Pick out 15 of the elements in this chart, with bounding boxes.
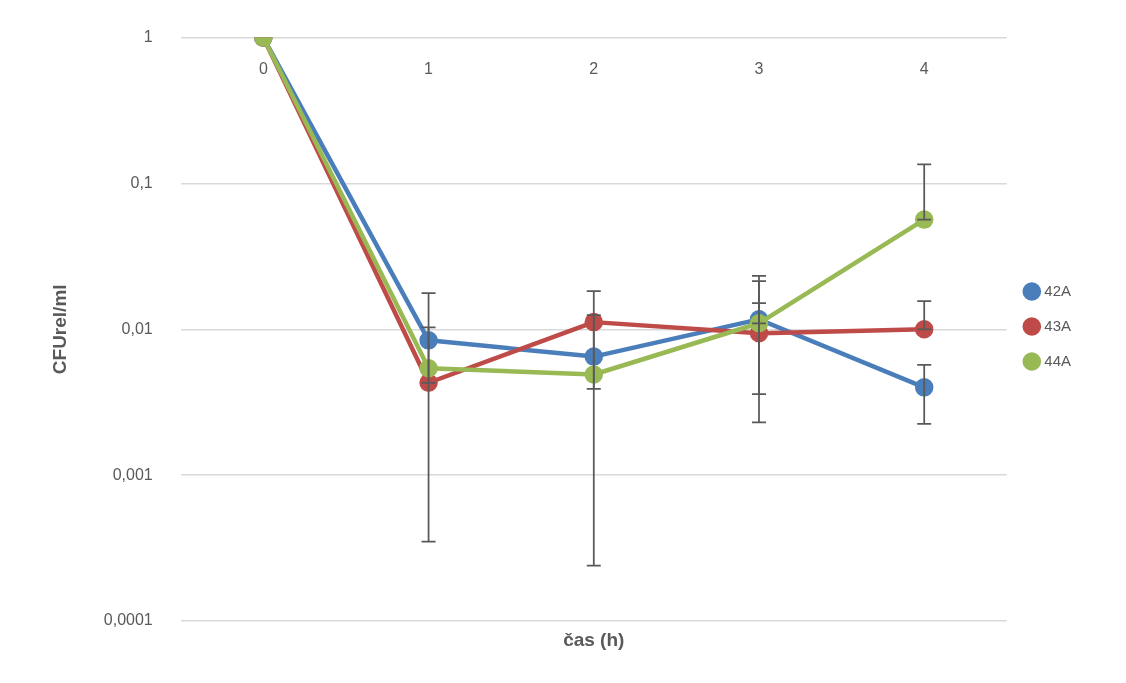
x-tick-label: 0 (258, 60, 268, 78)
legend-label: 44A (1044, 351, 1072, 369)
y-tick-label: 1 (143, 28, 153, 46)
legend-label: 42A (1044, 281, 1072, 299)
y-axis-title: CFUrel/ml (48, 284, 70, 375)
y-tick-label: 0,001 (112, 465, 153, 483)
y-tick-label: 0,1 (130, 173, 153, 191)
x-axis-title: čas (h) (563, 629, 625, 651)
x-tick-label: 2 (589, 60, 599, 78)
x-tick-label: 1 (424, 60, 434, 78)
y-tick-label: 0,0001 (103, 611, 153, 629)
y-tick-label: 0,01 (121, 319, 153, 337)
legend-label: 43A (1044, 316, 1072, 334)
x-tick-label: 4 (919, 60, 929, 78)
x-tick-label: 3 (754, 60, 764, 78)
